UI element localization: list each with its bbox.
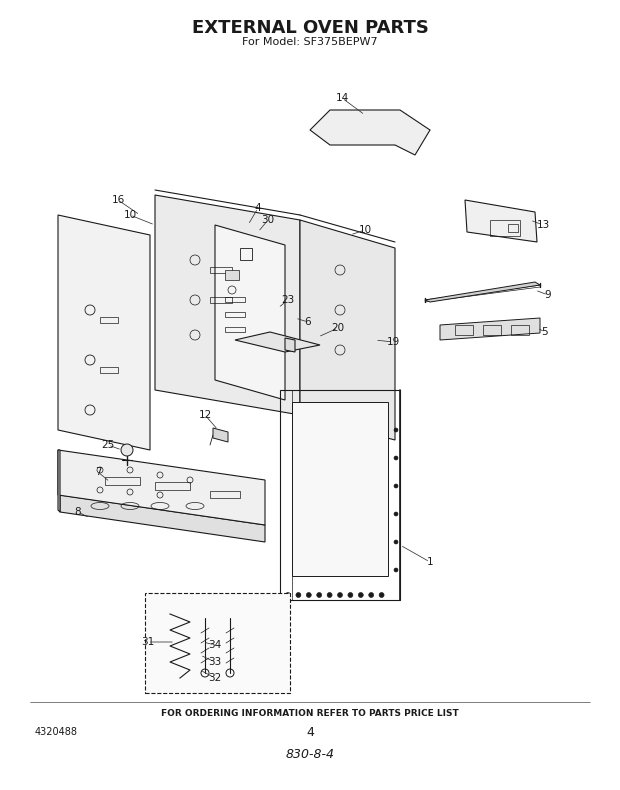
Bar [210, 297, 232, 303]
Circle shape [394, 484, 398, 488]
Text: 5: 5 [542, 327, 548, 337]
Text: For Model: SF375BEPW7: For Model: SF375BEPW7 [242, 37, 378, 47]
Circle shape [394, 428, 398, 432]
Circle shape [394, 512, 398, 516]
Polygon shape [465, 200, 537, 242]
Text: 19: 19 [386, 337, 400, 347]
Bar [225, 297, 245, 302]
Text: 30: 30 [262, 215, 275, 225]
Polygon shape [425, 282, 540, 302]
Polygon shape [58, 450, 60, 512]
Circle shape [317, 592, 322, 597]
Text: 33: 33 [208, 657, 221, 667]
Circle shape [394, 540, 398, 544]
Circle shape [394, 456, 398, 460]
Bar [210, 491, 240, 498]
Polygon shape [285, 338, 295, 352]
Circle shape [348, 592, 353, 597]
Text: 13: 13 [536, 220, 549, 230]
Polygon shape [213, 428, 228, 442]
Bar [225, 312, 245, 317]
Polygon shape [310, 110, 430, 155]
Bar [455, 325, 473, 335]
Bar [105, 477, 140, 485]
Circle shape [394, 568, 398, 572]
Text: 14: 14 [335, 93, 348, 103]
Bar [145, 593, 290, 693]
Polygon shape [58, 215, 150, 450]
Bar [292, 402, 388, 576]
Text: 23: 23 [281, 295, 294, 305]
Text: 1: 1 [427, 557, 433, 567]
Bar [100, 367, 118, 373]
Bar [155, 482, 190, 490]
Bar [280, 390, 400, 600]
Text: 10: 10 [123, 210, 136, 220]
Text: 16: 16 [112, 195, 125, 205]
Text: 31: 31 [141, 637, 154, 647]
Circle shape [358, 592, 363, 597]
Bar [225, 270, 239, 280]
Text: 10: 10 [358, 225, 371, 235]
Circle shape [327, 592, 332, 597]
Text: 4: 4 [306, 725, 314, 739]
Text: 6: 6 [304, 317, 311, 327]
Text: 34: 34 [208, 640, 221, 650]
Bar [490, 220, 520, 236]
Bar [100, 317, 118, 323]
Text: 9: 9 [545, 290, 551, 300]
Polygon shape [58, 450, 265, 525]
Text: 4: 4 [255, 203, 261, 213]
Polygon shape [300, 220, 395, 440]
Bar [225, 327, 245, 332]
Polygon shape [215, 225, 285, 400]
Text: 20: 20 [332, 323, 345, 333]
Text: EXTERNAL OVEN PARTS: EXTERNAL OVEN PARTS [192, 19, 428, 37]
Circle shape [296, 592, 301, 597]
Circle shape [337, 592, 342, 597]
Text: 12: 12 [198, 410, 211, 420]
Circle shape [121, 444, 133, 456]
Bar [210, 267, 232, 273]
Polygon shape [60, 495, 265, 542]
Circle shape [379, 592, 384, 597]
Bar [483, 325, 501, 335]
Text: 7: 7 [95, 467, 101, 477]
Text: eReplacementParts.com: eReplacementParts.com [242, 370, 378, 380]
Bar [511, 325, 529, 335]
Text: 830-8-4: 830-8-4 [285, 748, 335, 762]
Text: 25: 25 [102, 440, 115, 450]
Circle shape [306, 592, 311, 597]
Polygon shape [440, 318, 540, 340]
Bar [240, 248, 252, 260]
Text: 4320488: 4320488 [35, 727, 78, 737]
Circle shape [285, 592, 291, 597]
Polygon shape [235, 332, 320, 352]
Text: 8: 8 [74, 507, 81, 517]
Polygon shape [155, 195, 300, 415]
Text: FOR ORDERING INFORMATION REFER TO PARTS PRICE LIST: FOR ORDERING INFORMATION REFER TO PARTS … [161, 709, 459, 718]
Text: 32: 32 [208, 673, 221, 683]
Bar [508, 224, 518, 232]
Circle shape [369, 592, 374, 597]
